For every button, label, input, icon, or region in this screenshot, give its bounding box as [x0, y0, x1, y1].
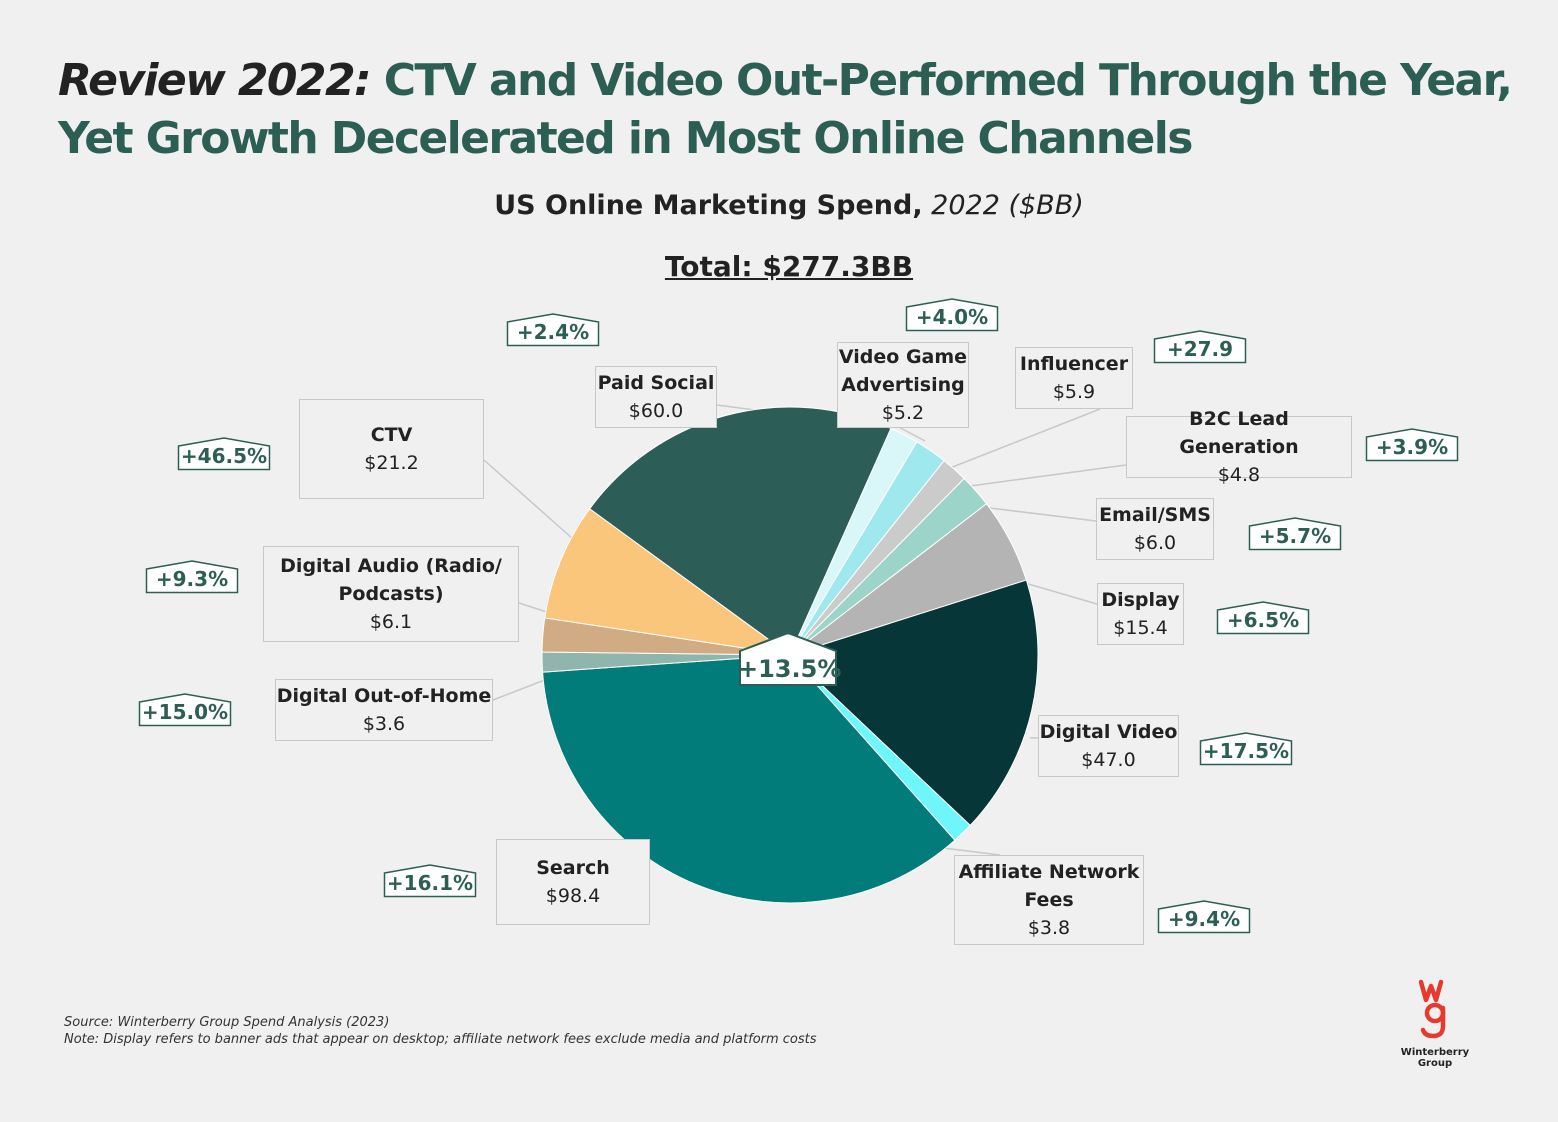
chart-subtitle: US Online Marketing Spend, 2022 ($BB): [0, 190, 1558, 221]
growth-badge-shape: [1216, 601, 1310, 635]
overall-growth-badge: +13.5%: [738, 631, 842, 687]
slice-value: $60.0: [628, 400, 684, 422]
slice-name: Digital Video: [1039, 721, 1178, 743]
slice-name: Affiliate Network Fees: [958, 861, 1140, 911]
leader-line-display: [1024, 582, 1098, 605]
overall-growth-value: +13.5%: [738, 655, 842, 683]
slice-label-display: Display $15.4: [1097, 583, 1184, 645]
slice-label-paid-social: Paid Social $60.0: [595, 366, 717, 428]
leader-line-paid-social: [716, 404, 756, 411]
growth-value: +27.9: [1166, 337, 1234, 361]
slice-name: Search: [536, 857, 610, 879]
title-lead: Review 2022:: [58, 55, 372, 106]
slice-label-ctv: CTV $21.2: [299, 399, 484, 499]
leader-line-email: [989, 507, 1097, 522]
growth-badge-shape: [506, 313, 600, 347]
leader-lines: [483, 404, 1127, 877]
growth-badge-shape: [1199, 732, 1293, 766]
growth-value: +46.5%: [180, 444, 268, 468]
slice-name: B2C Lead Generation: [1179, 408, 1299, 458]
growth-badge-shape: [145, 560, 239, 594]
growth-value: +4.0%: [915, 305, 989, 329]
slice-value: $98.4: [545, 885, 601, 907]
winterberry-logo: Winterberry Group: [1400, 978, 1470, 1069]
slice-name: Influencer: [1019, 353, 1129, 375]
slice-value: $3.6: [362, 713, 406, 735]
growth-badge-shape: [1153, 330, 1247, 364]
slice-name: Paid Social: [597, 372, 715, 394]
growth-badge-shape: [1157, 900, 1251, 934]
growth-badge-search: +16.1%: [383, 864, 477, 898]
growth-value: +2.4%: [516, 320, 590, 344]
display-note: Note: Display refers to banner ads that …: [64, 1032, 817, 1047]
slice-value: $21.2: [364, 452, 419, 474]
growth-badge-influencer: +27.9: [1153, 330, 1247, 364]
slice-name: Display: [1101, 589, 1180, 611]
slice-value: $5.9: [1052, 381, 1096, 403]
leader-line-influencer: [949, 408, 1101, 469]
chart-total: Total: $277.3BB: [664, 250, 914, 283]
growth-badge-shape: [383, 864, 477, 898]
growth-value: +17.5%: [1202, 739, 1290, 763]
growth-badge-shape: [905, 298, 999, 332]
growth-badge-paid-social: +2.4%: [506, 313, 600, 347]
overall-growth-badge-shape: [739, 631, 837, 686]
title-rest: CTV and Video Out-Performed Through the …: [58, 55, 1513, 164]
growth-value: +5.7%: [1258, 524, 1332, 548]
slice-label-email: Email/SMS $6.0: [1096, 498, 1214, 560]
slice-name: CTV: [370, 424, 413, 446]
slice-label-dooh: Digital Out-of-Home $3.6: [275, 679, 493, 741]
leader-line-b2c: [969, 464, 1127, 487]
subtitle-italic: 2022 ($BB): [931, 190, 1084, 221]
slice-value: $3.8: [1027, 917, 1071, 939]
slice-label-b2c: B2C Lead Generation $4.8: [1126, 408, 1352, 486]
slice-label-influencer: Influencer $5.9: [1015, 347, 1133, 409]
footnote: Source: Winterberry Group Spend Analysis…: [64, 1014, 817, 1048]
slice-label-video-game: Video Game Advertising $5.2: [837, 342, 969, 428]
growth-value: +16.1%: [386, 871, 474, 895]
growth-badge-video-game: +4.0%: [905, 298, 999, 332]
growth-badge-b2c: +3.9%: [1365, 428, 1459, 462]
growth-badge-shape: [1365, 428, 1459, 462]
slice-value: $6.1: [369, 611, 413, 633]
source-note: Source: Winterberry Group Spend Analysis…: [64, 1015, 390, 1030]
slice-value: $6.0: [1133, 532, 1177, 554]
leader-line-affiliate: [942, 847, 1001, 856]
growth-value: +9.3%: [155, 567, 229, 591]
slice-name: Digital Out-of-Home: [276, 685, 492, 707]
slice-label-digital-video: Digital Video $47.0: [1038, 715, 1179, 777]
slice-name: Video Game Advertising: [838, 346, 968, 396]
growth-value: +6.5%: [1226, 608, 1300, 632]
growth-value: +15.0%: [141, 700, 229, 724]
growth-badge-shape: [138, 693, 232, 727]
pie-slice-digital-video: [789, 579, 1039, 827]
growth-value: +3.9%: [1375, 435, 1449, 459]
slice-label-affiliate: Affiliate Network Fees $3.8: [954, 855, 1144, 945]
slice-value: $4.8: [1217, 464, 1261, 486]
growth-badge-affiliate: +9.4%: [1157, 900, 1251, 934]
slice-value: $15.4: [1113, 617, 1168, 639]
growth-badge-shape: [177, 437, 271, 471]
growth-badge-ctv: +46.5%: [177, 437, 271, 471]
leader-line-ctv: [483, 459, 574, 540]
growth-badge-email: +5.7%: [1248, 517, 1342, 551]
slice-value: $47.0: [1081, 749, 1136, 771]
growth-badge-dooh: +15.0%: [138, 693, 232, 727]
slice-label-audio: Digital Audio (Radio/ Podcasts) $6.1: [263, 546, 519, 642]
slice-label-search: Search $98.4: [496, 839, 650, 925]
wg-logo-icon: [1418, 979, 1446, 1039]
pie-slice-ctv: [544, 508, 791, 656]
growth-badge-display: +6.5%: [1216, 601, 1310, 635]
growth-badge-shape: [1248, 517, 1342, 551]
slice-value: $5.2: [881, 402, 925, 424]
growth-badge-audio: +9.3%: [145, 560, 239, 594]
growth-value: +9.4%: [1167, 907, 1241, 931]
subtitle-bold: US Online Marketing Spend,: [494, 190, 923, 221]
page-title: Review 2022: CTV and Video Out-Performed…: [58, 52, 1518, 168]
slice-name: Email/SMS: [1099, 504, 1211, 526]
growth-badge-digital-video: +17.5%: [1199, 732, 1293, 766]
logo-text: Winterberry Group: [1400, 1047, 1470, 1069]
slice-name: Digital Audio (Radio/ Podcasts): [280, 555, 502, 605]
